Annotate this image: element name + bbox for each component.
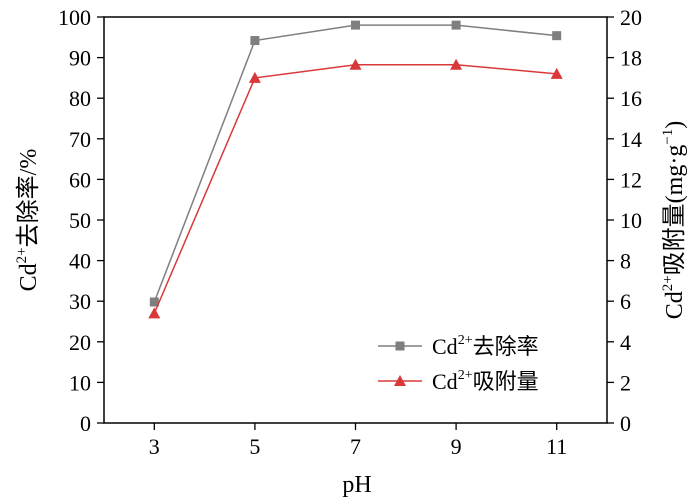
x-axis-ticks: 3 5 7 9 11 xyxy=(149,423,567,459)
left-tick-label: 30 xyxy=(69,289,91,314)
right-tick-label: 14 xyxy=(620,127,642,152)
left-tick-label: 40 xyxy=(69,249,91,274)
legend-item-removal: Cd2+去除率 xyxy=(378,333,539,359)
right-tick-label: 6 xyxy=(620,289,631,314)
data-point-removal xyxy=(552,31,562,41)
data-point-adsorption xyxy=(148,307,161,319)
x-tick-label: 5 xyxy=(249,434,260,459)
left-tick-label: 60 xyxy=(69,167,91,192)
data-point-removal xyxy=(250,36,260,46)
data-point-adsorption xyxy=(550,67,563,79)
left-axis-title: Cd2+去除率/% xyxy=(14,149,42,292)
right-tick-label: 8 xyxy=(620,249,631,274)
left-tick-label: 70 xyxy=(69,127,91,152)
legend-label-adsorption: Cd2+吸附量 xyxy=(432,368,539,394)
x-axis-title: pH xyxy=(342,472,371,498)
x-tick-label: 11 xyxy=(546,434,567,459)
right-tick-label: 16 xyxy=(620,86,642,111)
left-tick-label: 20 xyxy=(69,330,91,355)
data-point-adsorption xyxy=(450,58,463,70)
legend: Cd2+去除率 Cd2+吸附量 xyxy=(378,333,539,394)
legend-triangle-marker xyxy=(394,375,406,386)
data-point-adsorption xyxy=(248,71,261,83)
right-tick-label: 18 xyxy=(620,46,642,71)
right-tick-label: 20 xyxy=(620,5,642,30)
plot-border xyxy=(103,16,608,424)
series-line-adsorption xyxy=(153,63,557,314)
right-axis-title: Cd2+吸附量(mg·g−1) xyxy=(660,121,688,320)
data-point-removal xyxy=(451,20,461,30)
series-layer xyxy=(148,20,563,319)
right-tick-label: 12 xyxy=(620,167,642,192)
left-axis-ticks: 0 10 20 30 40 50 60 70 80 90 100 xyxy=(58,5,104,436)
left-tick-label: 0 xyxy=(80,411,91,436)
data-point-removal xyxy=(351,20,360,30)
left-tick-label: 90 xyxy=(69,46,91,71)
left-tick-label: 100 xyxy=(58,5,91,30)
x-tick-label: 7 xyxy=(350,434,361,459)
right-tick-label: 10 xyxy=(620,208,642,233)
x-tick-label: 9 xyxy=(451,434,462,459)
data-point-removal xyxy=(149,297,159,307)
right-tick-label: 4 xyxy=(620,330,631,355)
right-tick-label: 2 xyxy=(620,370,631,395)
left-tick-label: 50 xyxy=(69,208,91,233)
left-tick-label: 80 xyxy=(69,86,91,111)
right-tick-label: 0 xyxy=(620,411,631,436)
plot-frame xyxy=(103,16,608,424)
legend-label-removal: Cd2+去除率 xyxy=(432,333,539,359)
right-axis-ticks: 0 2 4 6 8 10 12 14 16 18 20 xyxy=(607,5,642,436)
legend-square-marker xyxy=(395,341,405,351)
legend-item-adsorption: Cd2+吸附量 xyxy=(378,368,539,394)
left-tick-label: 10 xyxy=(69,370,91,395)
x-tick-label: 3 xyxy=(149,434,160,459)
data-point-adsorption xyxy=(349,58,362,70)
